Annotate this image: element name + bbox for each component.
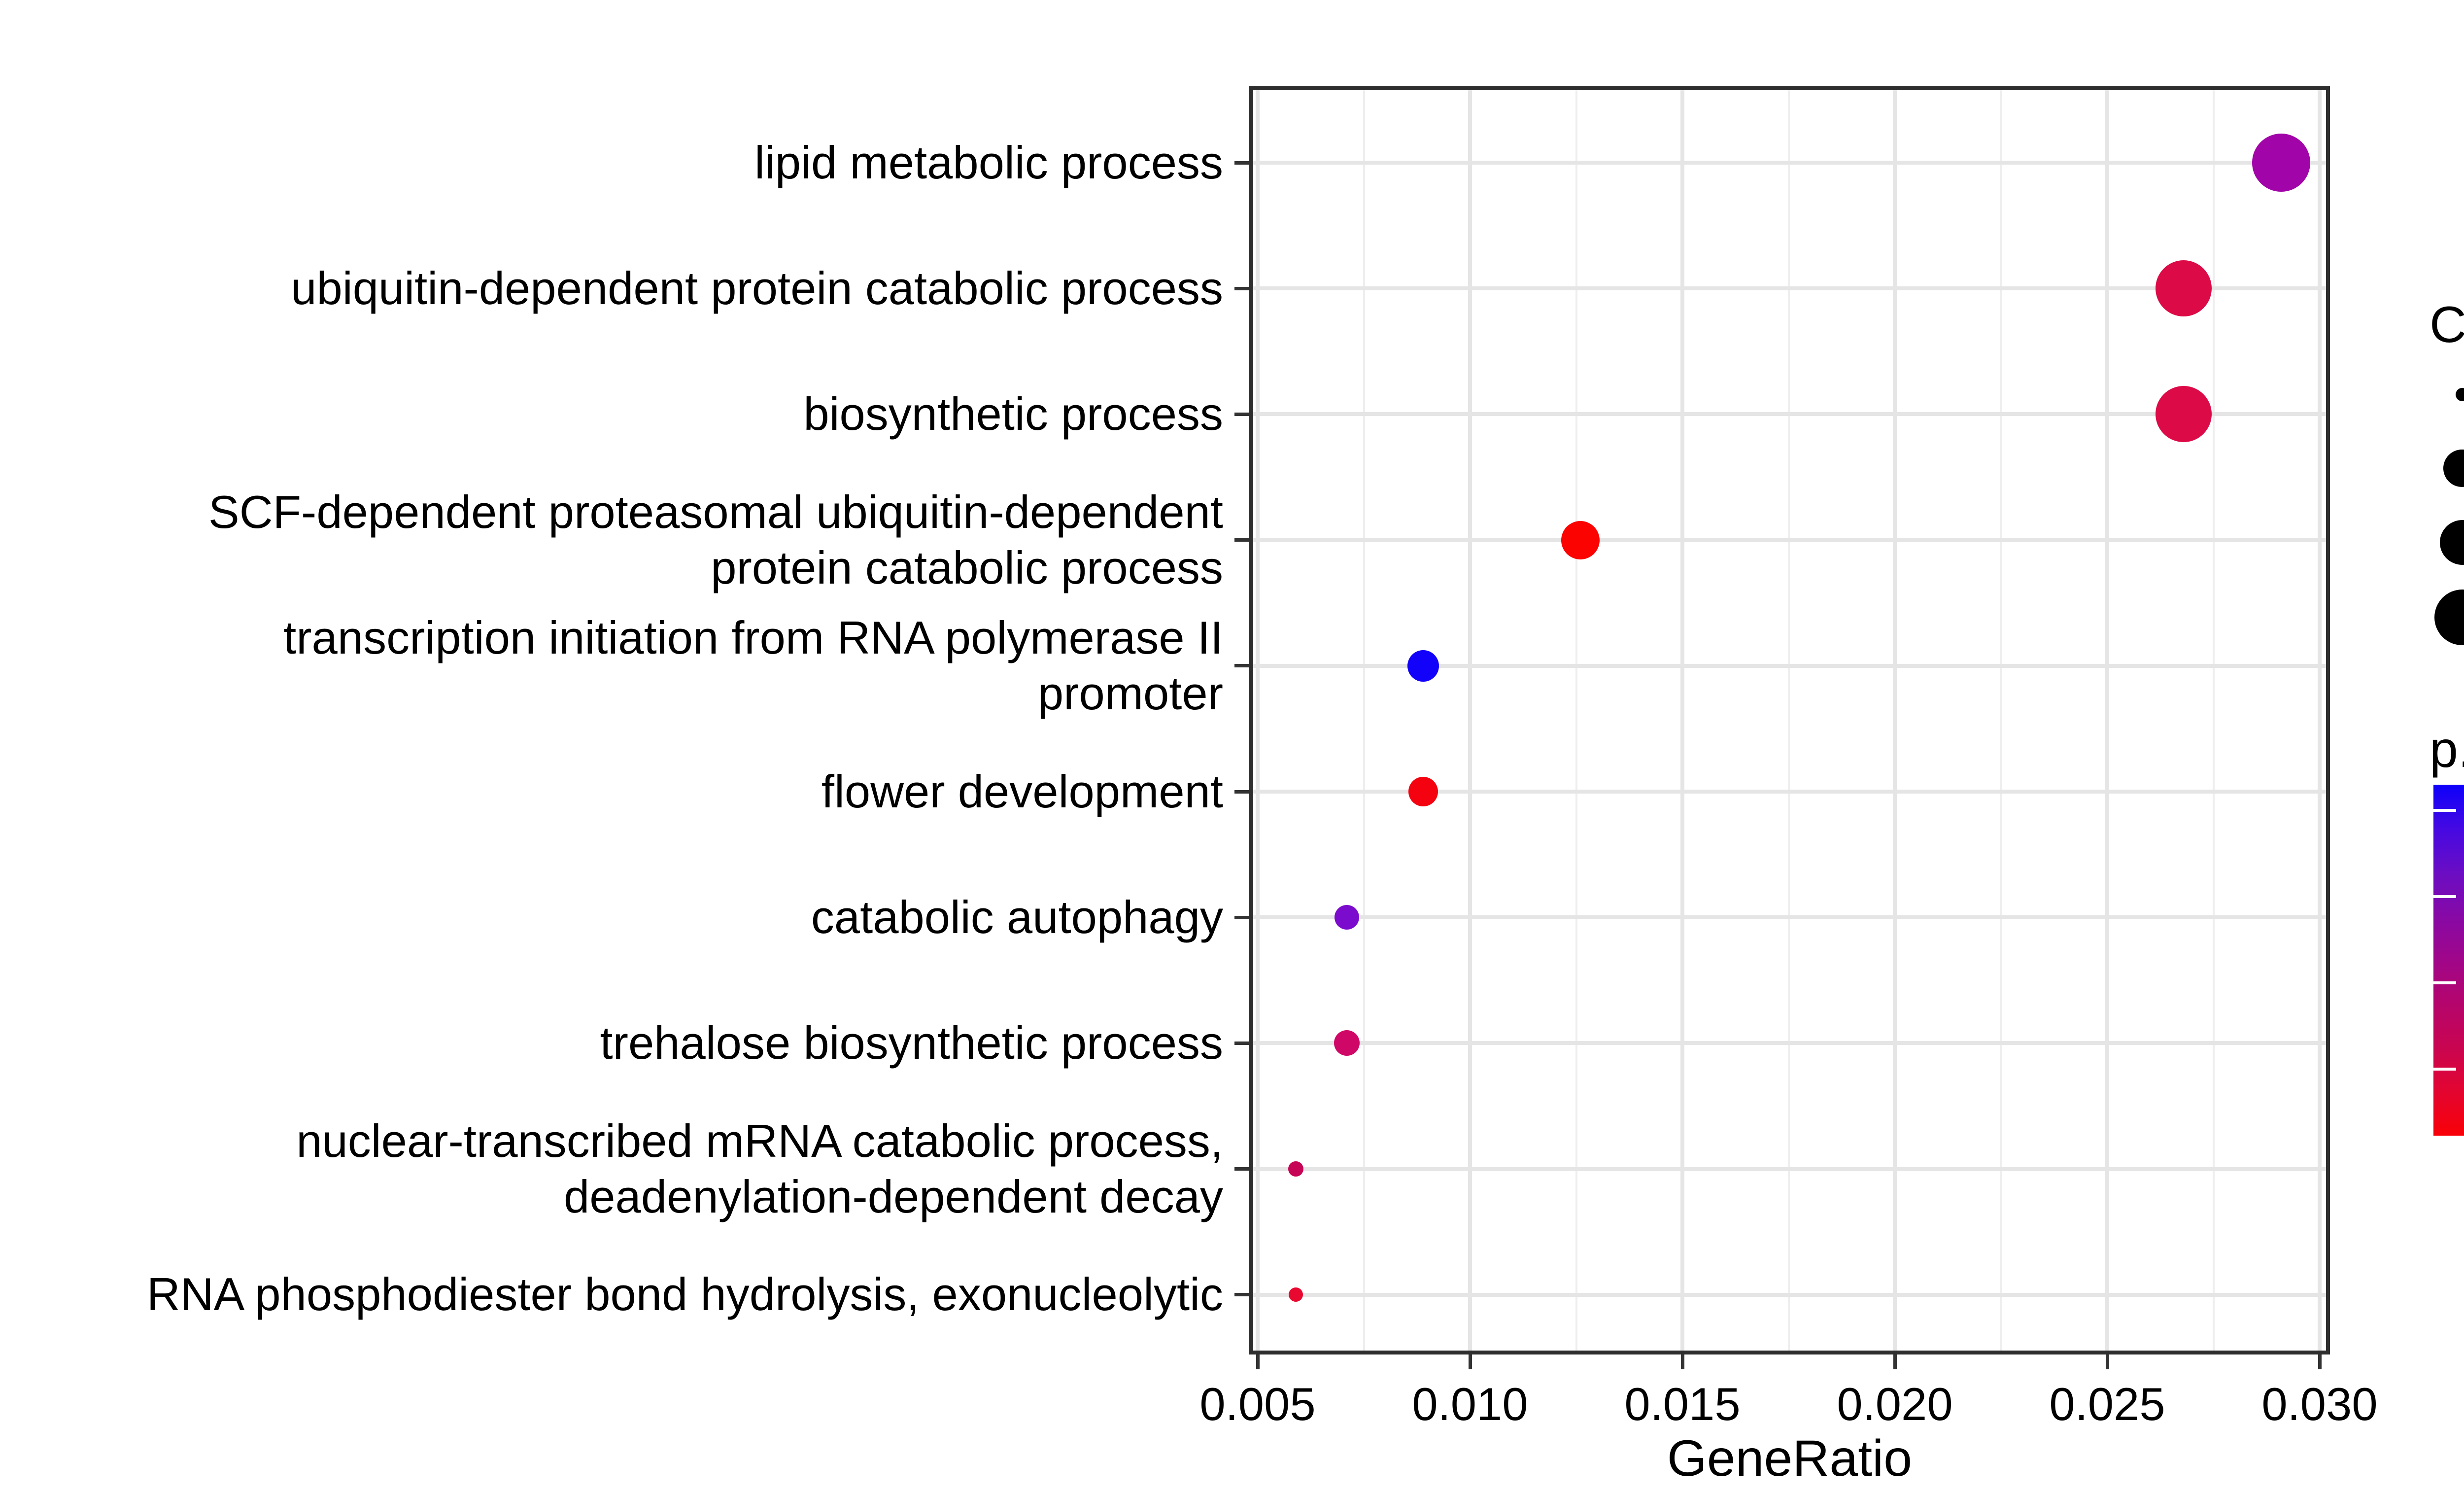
y-axis-label: flower development (0, 728, 1223, 856)
y-axis-label: biosynthetic process (0, 350, 1223, 478)
data-point (2156, 386, 2212, 443)
y-axis-label-line: deadenylation-dependent decay (564, 1170, 1223, 1222)
grid-major-y (1249, 1167, 2330, 1171)
x-tick-label: 0.020 (1837, 1378, 1953, 1430)
y-axis-label-line: ubiquitin-dependent protein catabolic pr… (291, 262, 1223, 314)
x-tick-mark (1256, 1354, 1260, 1369)
x-tick-label: 0.030 (2261, 1378, 2378, 1430)
y-tick-mark (1234, 412, 1249, 416)
plot-panel-background (1249, 86, 2330, 1354)
y-axis-label-line: flower development (821, 765, 1223, 817)
padjust-bar-tick-left (2433, 981, 2456, 984)
x-tick-mark (2318, 1354, 2322, 1369)
y-axis-label-line: lipid metabolic process (754, 136, 1223, 188)
grid-major-y (1249, 790, 2330, 794)
y-axis-label: transcription initiation from RNA polyme… (0, 602, 1223, 730)
y-axis-label: RNA phosphodiester bond hydrolysis, exon… (0, 1231, 1223, 1359)
x-tick-mark (1680, 1354, 1684, 1369)
x-tick-mark (1893, 1354, 1897, 1369)
data-point (1335, 905, 1360, 930)
grid-major-x (2318, 86, 2322, 1354)
x-axis-title: GeneRatio (1667, 1430, 1913, 1487)
y-axis-label-line: SCF-dependent proteasomal ubiquitin-depe… (208, 486, 1223, 538)
x-tick-label: 0.015 (1624, 1378, 1741, 1430)
grid-major-y (1249, 1292, 2330, 1297)
legend-count-dot (2455, 387, 2464, 401)
y-tick-mark (1234, 161, 1249, 165)
y-axis-label-line: catabolic autophagy (811, 891, 1223, 943)
grid-major-y (1249, 915, 2330, 920)
x-tick-mark (1468, 1354, 1472, 1369)
y-tick-mark (1234, 664, 1249, 668)
y-tick-mark (1234, 1041, 1249, 1045)
padjust-bar-tick-left (2433, 809, 2456, 812)
plot-panel-border (1249, 86, 2330, 1354)
y-axis-label: nuclear-transcribed mRNA catabolic proce… (0, 1105, 1223, 1233)
y-axis-label: catabolic autophagy (0, 853, 1223, 981)
y-axis-label-line: transcription initiation from RNA polyme… (283, 612, 1223, 663)
y-axis-label-line: trehalose biosynthetic process (600, 1016, 1223, 1069)
grid-major-y (1249, 286, 2330, 291)
grid-minor-x (1575, 86, 1577, 1354)
y-axis-label: ubiquitin-dependent protein catabolic pr… (0, 224, 1223, 352)
grid-major-y (1249, 412, 2330, 417)
y-axis-label: trehalose biosynthetic process (0, 979, 1223, 1107)
legend-padjust-title: p.adjust (2430, 721, 2464, 778)
x-tick-label: 0.005 (1199, 1378, 1316, 1430)
grid-minor-x (2212, 86, 2215, 1354)
y-axis-label-line: promoter (1037, 667, 1223, 719)
data-point (1288, 1161, 1304, 1177)
y-axis-label-line: nuclear-transcribed mRNA catabolic proce… (296, 1114, 1223, 1167)
grid-major-x (1256, 86, 1260, 1354)
grid-minor-x (1363, 86, 1365, 1354)
y-tick-mark (1234, 538, 1249, 542)
y-axis-label-line: protein catabolic process (711, 541, 1223, 593)
padjust-colorbar (2433, 785, 2464, 1136)
grid-major-y (1249, 538, 2330, 542)
data-point (1408, 777, 1438, 806)
x-tick-mark (2105, 1354, 2109, 1369)
y-axis-label: SCF-dependent proteasomal ubiquitin-depe… (0, 476, 1223, 604)
grid-minor-x (1787, 86, 1790, 1354)
legend-count-dot (2443, 450, 2464, 487)
grid-major-y (1249, 161, 2330, 165)
data-point (1289, 1287, 1303, 1302)
grid-minor-x (2000, 86, 2002, 1354)
y-tick-mark (1234, 915, 1249, 919)
y-tick-mark (1234, 790, 1249, 794)
data-point (2252, 134, 2311, 192)
grid-major-x (2105, 86, 2109, 1354)
legend-count-dot (2439, 520, 2464, 565)
y-axis-label-line: RNA phosphodiester bond hydrolysis, exon… (146, 1268, 1223, 1320)
grid-major-x (1893, 86, 1897, 1354)
data-point (1561, 521, 1600, 559)
y-axis-label: lipid metabolic process (0, 99, 1223, 227)
y-axis-label-line: biosynthetic process (803, 387, 1223, 440)
grid-major-y (1249, 1041, 2330, 1045)
grid-major-y (1249, 663, 2330, 668)
padjust-bar-tick-left (2433, 1068, 2456, 1071)
data-point (2156, 260, 2212, 317)
grid-major-x (1680, 86, 1684, 1354)
padjust-bar-tick-left (2433, 895, 2456, 898)
grid-major-x (1468, 86, 1472, 1354)
y-tick-mark (1234, 1167, 1249, 1171)
data-point (1334, 1030, 1360, 1056)
y-tick-mark (1234, 286, 1249, 290)
y-tick-mark (1234, 1293, 1249, 1297)
legend-count-dot (2434, 589, 2464, 645)
x-tick-label: 0.025 (2049, 1378, 2165, 1430)
data-point (1407, 650, 1439, 682)
legend-count-title: Count (2430, 296, 2464, 353)
x-tick-label: 0.010 (1412, 1378, 1528, 1430)
